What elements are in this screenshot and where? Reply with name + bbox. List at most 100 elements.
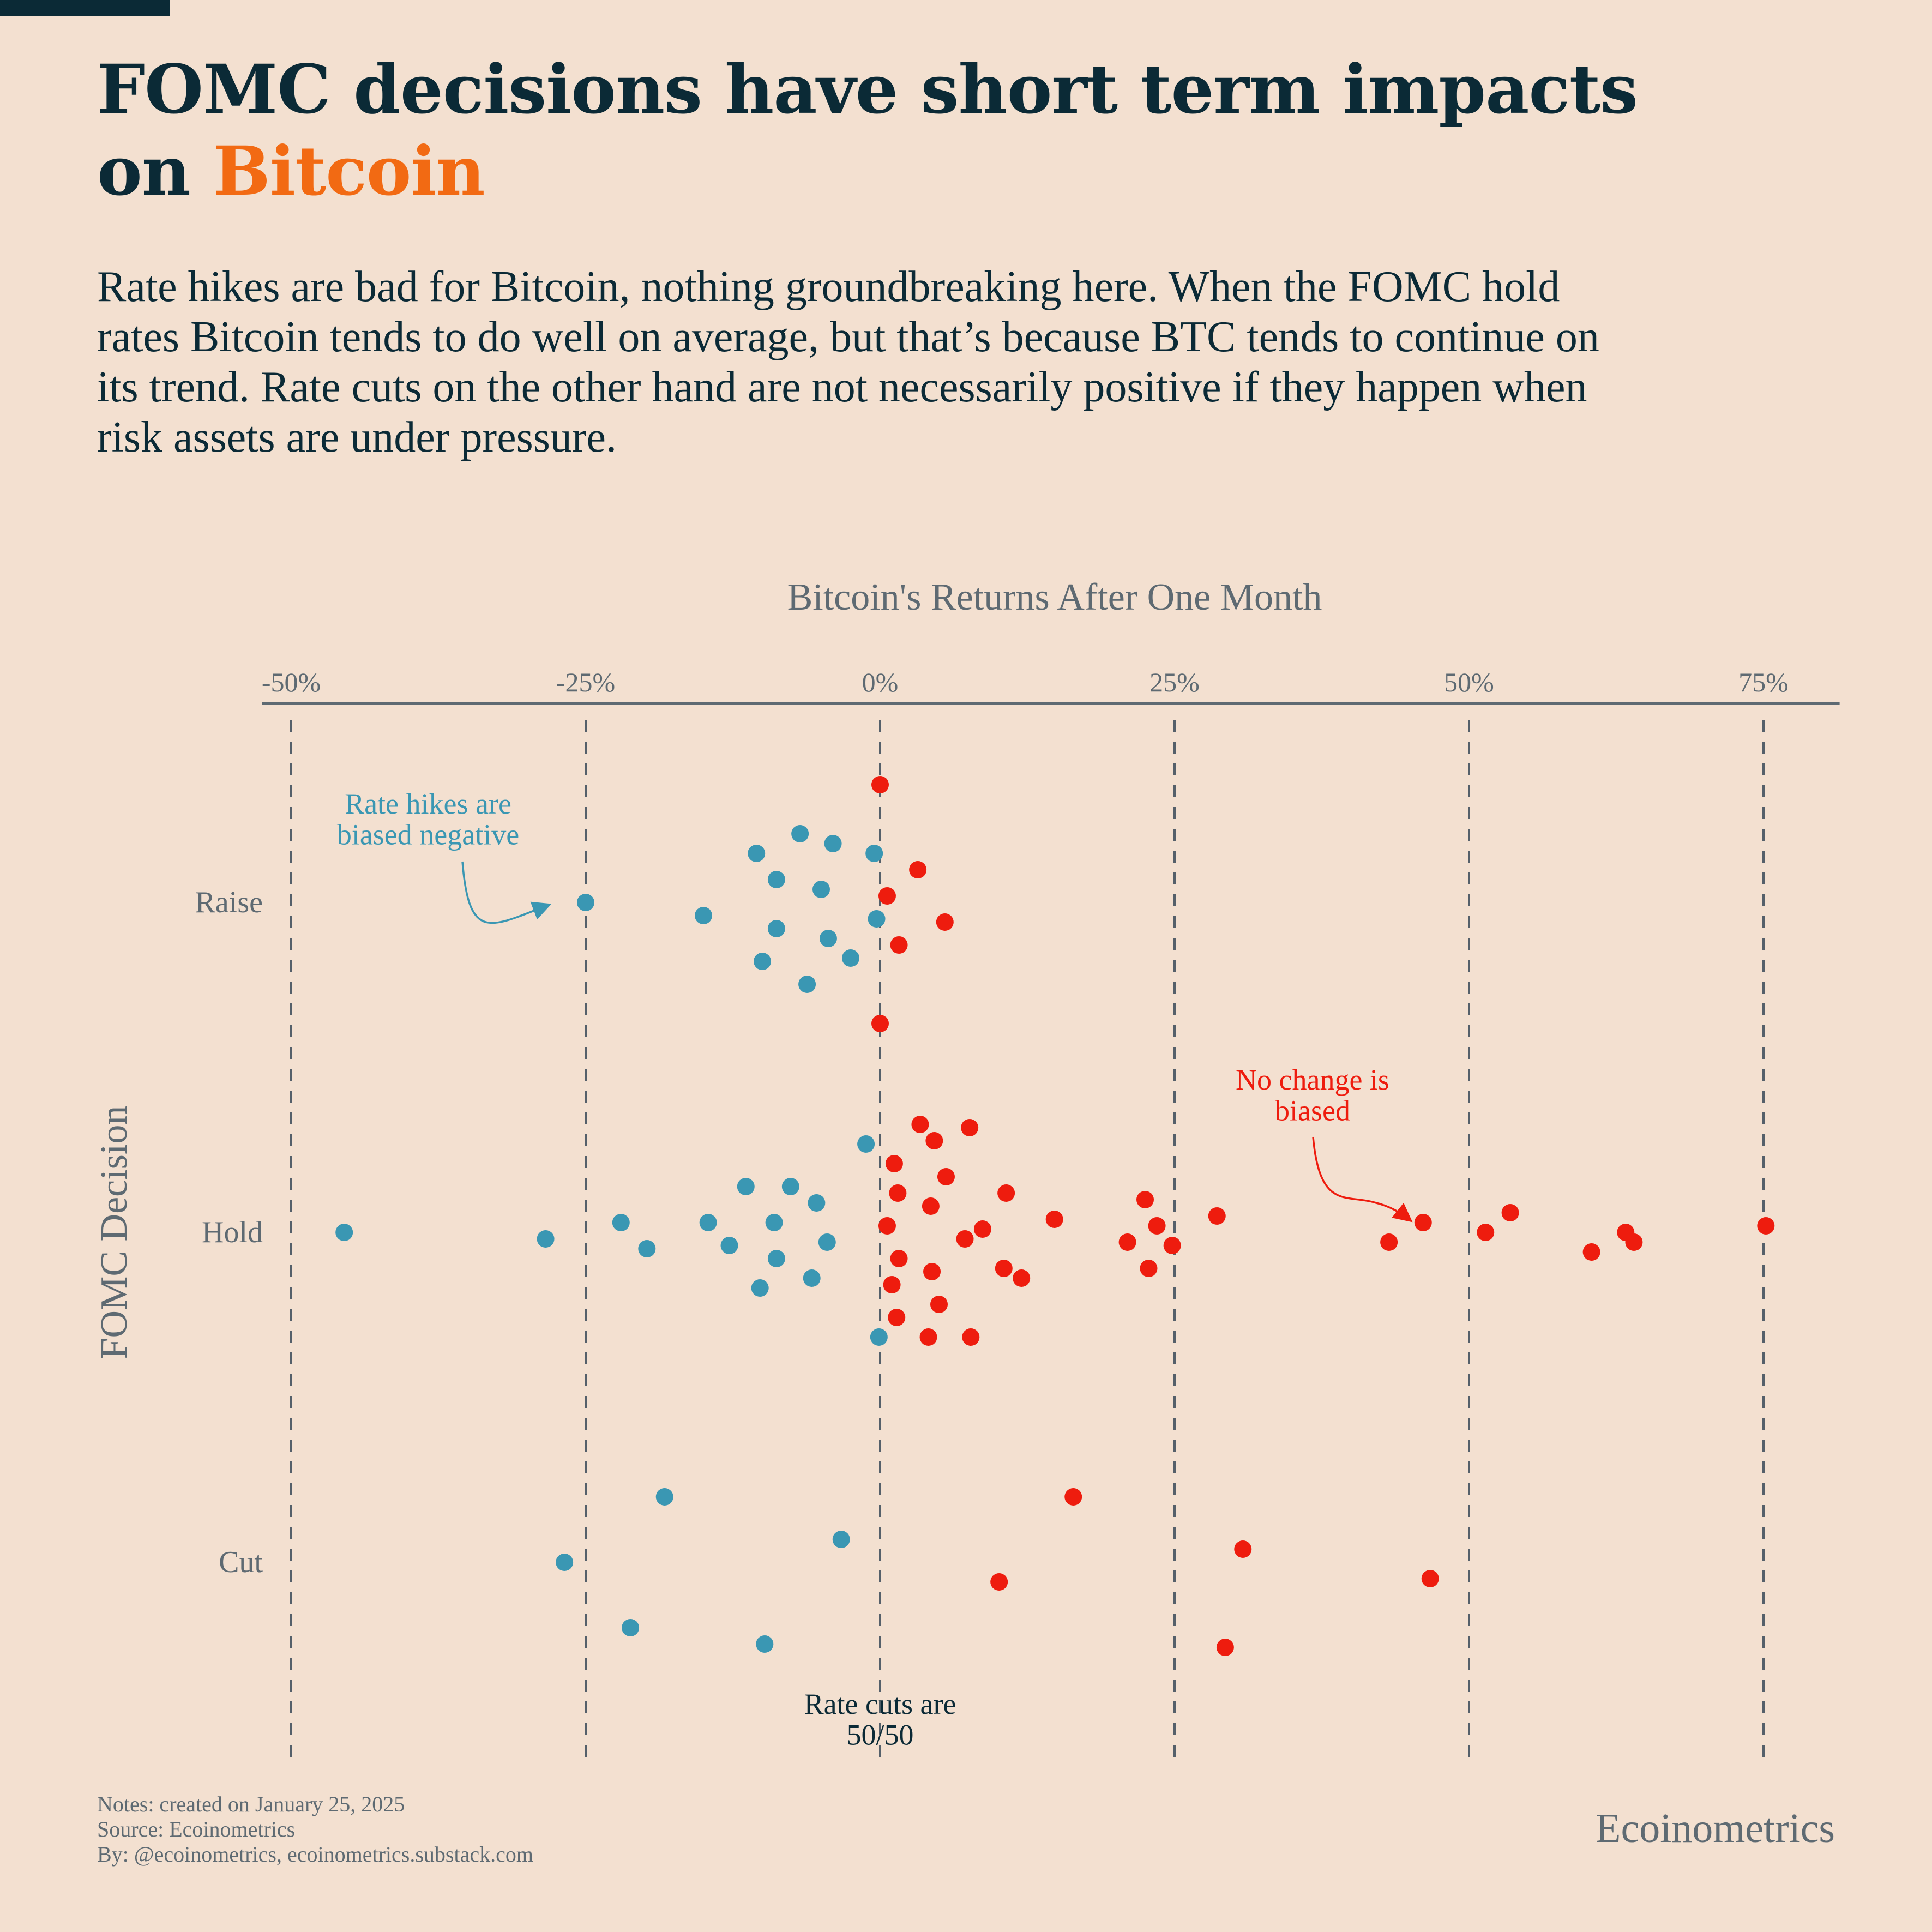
annotation-no-change: No change is biased [1236,1063,1389,1127]
data-point-raise [748,845,766,862]
x-tick-label: 25% [1149,667,1200,697]
data-point-raise [819,930,837,947]
data-point-hold [335,1224,353,1241]
category-label-raise: Raise [195,886,263,919]
data-point-raise [577,894,594,911]
x-axis: -50% -25% 0% 25% 50% 75% Bitcoin's Returns Aft… [93,576,1840,1579]
data-point-raise [791,825,809,842]
data-point-raise [754,953,771,970]
notes-line: Notes: created on January 25, 2025 [97,1792,405,1816]
data-point-raise [936,913,954,931]
data-point-cut [832,1531,850,1548]
title-line-1: FOMC decisions have short term impacts [97,50,1638,129]
data-point-hold [923,1263,941,1280]
data-point-hold [1582,1243,1600,1261]
data-point-hold [1045,1211,1063,1228]
x-tick-label: 50% [1444,667,1494,697]
data-point-hold [803,1269,821,1287]
data-point-hold [767,1250,785,1267]
data-point-hold [1380,1233,1398,1251]
data-point-raise [824,835,842,852]
data-point-raise [878,887,896,905]
x-tick-label: 0% [862,667,899,697]
data-point-hold [765,1214,783,1231]
data-point-hold [699,1214,717,1231]
data-points [335,776,1775,1656]
source-line: Source: Ecoinometrics [97,1817,296,1841]
data-point-hold [973,1220,991,1238]
data-point-hold [1208,1207,1226,1225]
vertical-gridlines [290,720,1765,1761]
data-point-hold [818,1233,836,1251]
data-point-raise [842,949,859,967]
data-point-hold [1140,1260,1158,1277]
data-point-cut [556,1554,574,1571]
annotation-rate-hikes: Rate hikes are biased negative [337,787,519,851]
data-point-hold [870,1328,888,1346]
data-point-hold [1477,1224,1495,1241]
footer-notes: Notes: created on January 25, 2025 Sourc… [97,1792,533,1867]
data-point-hold [1625,1233,1643,1251]
data-point-hold [911,1116,929,1133]
data-point-hold [1136,1191,1154,1208]
data-point-hold [537,1230,555,1248]
data-point-hold [737,1178,755,1195]
data-point-raise [890,936,908,954]
data-point-hold [930,1296,948,1313]
data-point-hold [937,1168,955,1185]
data-point-hold [1118,1233,1136,1251]
data-point-hold [751,1279,769,1297]
data-point-hold [1163,1237,1181,1254]
data-point-cut [1421,1570,1439,1587]
x-tick-label: 75% [1738,667,1789,697]
data-point-cut [756,1635,774,1653]
data-point-raise [812,881,830,898]
title-accent-bitcoin: Bitcoin [213,132,485,211]
data-point-hold [956,1230,974,1248]
data-point-hold [1414,1214,1432,1231]
data-point-hold [878,1217,896,1235]
data-point-cut [990,1573,1008,1591]
page-subtitle: Rate hikes are bad for Bitcoin, nothing … [97,263,1599,461]
by-line: By: @ecoinometrics, ecoinometrics.substa… [97,1842,533,1867]
category-label-hold: Hold [202,1215,263,1249]
data-point-hold [997,1184,1015,1202]
data-point-raise [695,907,712,924]
category-label-cut: Cut [219,1545,263,1579]
data-point-hold [638,1240,656,1257]
data-point-hold [925,1132,943,1149]
data-point-hold [885,1155,903,1172]
data-point-cut [1216,1639,1234,1656]
data-point-hold [1501,1204,1519,1221]
data-point-hold [808,1194,826,1212]
data-point-hold [612,1214,630,1231]
data-point-cut [622,1619,640,1636]
data-point-raise [767,920,785,937]
title-line-2-prefix: on [97,132,191,211]
data-point-cut [1234,1540,1252,1558]
brand-logo-text: Ecoinometrics [1596,1805,1835,1851]
data-point-hold [1148,1217,1166,1235]
data-point-hold [995,1260,1013,1277]
data-point-hold [720,1237,738,1254]
data-point-raise [909,861,927,878]
x-axis-title: Bitcoin's Returns After One Month [787,576,1322,618]
annotation-arrow-no-change [1312,1136,1413,1223]
data-point-raise [868,910,886,928]
data-point-raise [798,976,816,993]
data-point-hold [1757,1217,1775,1235]
data-point-cut [1064,1488,1082,1506]
data-point-hold [889,1184,907,1202]
annotation-arrow-rate-hikes [461,861,552,924]
y-axis-title: FOMC Decision [93,1106,135,1359]
data-point-hold [888,1309,906,1326]
data-point-hold [781,1178,799,1195]
data-point-raise [871,776,889,793]
data-point-hold [962,1328,980,1346]
data-point-hold [857,1135,875,1153]
page-title: FOMC decisions have short term impacts o… [97,49,1842,213]
corner-accent-bar [0,0,170,16]
chart-labels: Rate hikes are biased negative No change i… [337,787,1413,1752]
data-point-raise [767,871,785,888]
